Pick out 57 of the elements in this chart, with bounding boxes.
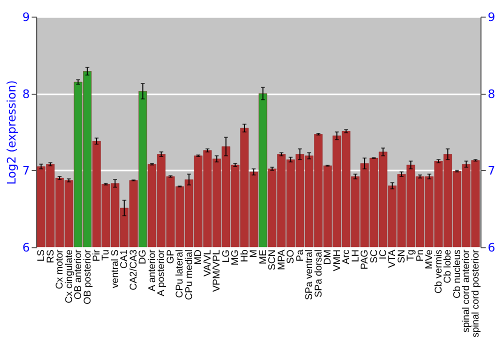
x-tick-label: IC bbox=[378, 250, 389, 260]
x-tick-label: Arc bbox=[341, 249, 352, 264]
y-tick-label: 9 bbox=[22, 10, 30, 24]
x-tick-label: VMH bbox=[332, 250, 343, 272]
x-tick-label: Cx cingulate bbox=[64, 250, 75, 304]
x-tick-label: CA1 bbox=[119, 250, 130, 269]
x-tick-label: A anterior bbox=[146, 248, 158, 292]
x-tick-label: M bbox=[248, 250, 260, 258]
y2-tick-label: 6 bbox=[488, 240, 496, 255]
x-tick-label: DM bbox=[322, 250, 334, 265]
x-tick-label: LH bbox=[350, 250, 362, 262]
x-tick-label: SN bbox=[396, 250, 408, 264]
x-tick-label: PAG bbox=[360, 250, 371, 270]
x-tick-label: Cb lobe bbox=[442, 250, 454, 284]
y2-tick-label: 7 bbox=[488, 164, 496, 178]
x-tick-label: LS bbox=[36, 249, 48, 262]
x-tick-label: ventral S bbox=[110, 249, 121, 288]
x-tick-label: CPu lateral bbox=[174, 250, 186, 298]
y2-tick-label: 9 bbox=[488, 10, 496, 24]
x-tick-label: DG bbox=[138, 250, 149, 264]
x-tick-label: Cb vermis bbox=[433, 250, 444, 294]
x-tick-label: MVe bbox=[424, 250, 436, 270]
x-tick-label: OB anterior bbox=[73, 248, 84, 300]
x-tick-label: Hb bbox=[239, 249, 250, 262]
x-tick-label: SCN bbox=[267, 250, 278, 270]
x-tick-label: CA2/CA3 bbox=[128, 250, 140, 290]
x-tick-label: CPu medial bbox=[184, 250, 195, 300]
y2-tick-label: 8 bbox=[488, 86, 496, 101]
x-tick-label: Tg bbox=[406, 250, 417, 262]
x-tick-label: RS bbox=[45, 249, 56, 264]
x-tick-label: OB posterior bbox=[82, 248, 94, 304]
x-tick-label: A posterior bbox=[156, 248, 168, 296]
y-tick-label: 7 bbox=[22, 164, 30, 178]
x-tick-label: VA/VL bbox=[202, 249, 214, 277]
x-tick-label: VPM/VPL bbox=[212, 249, 223, 292]
x-tick-label: Tu bbox=[100, 250, 112, 261]
y-tick-label: 8 bbox=[22, 86, 30, 101]
x-tick-label: SC bbox=[368, 250, 380, 264]
x-tick-label: MD bbox=[193, 250, 204, 265]
y-axis-title: Log2 (expression) bbox=[4, 80, 18, 185]
x-tick-label: spinal cord anterior bbox=[461, 248, 472, 333]
y-tick-label: 6 bbox=[22, 240, 30, 255]
x-tick-label: VTA bbox=[387, 249, 398, 268]
x-tick-label: spinal cord posterior bbox=[470, 248, 482, 338]
x-tick-label: LG bbox=[220, 250, 232, 263]
x-tick-label: Cx motor bbox=[54, 248, 66, 290]
x-tick-label: ME bbox=[258, 249, 269, 264]
x-tick-label: Pa bbox=[294, 249, 306, 262]
x-tick-label: SPa dorsal bbox=[313, 250, 324, 298]
x-tick-label: Cb nucleus bbox=[452, 249, 463, 298]
x-tick-label: SPa ventral bbox=[304, 250, 316, 300]
x-tick-label: Pn bbox=[414, 250, 426, 262]
x-tick-label: MPA bbox=[276, 249, 288, 270]
x-tick-label: MG bbox=[230, 250, 242, 266]
x-tick-label: Pir bbox=[92, 248, 103, 262]
x-tick-label: SO bbox=[286, 249, 297, 264]
x-tick-label: GP bbox=[165, 250, 176, 264]
